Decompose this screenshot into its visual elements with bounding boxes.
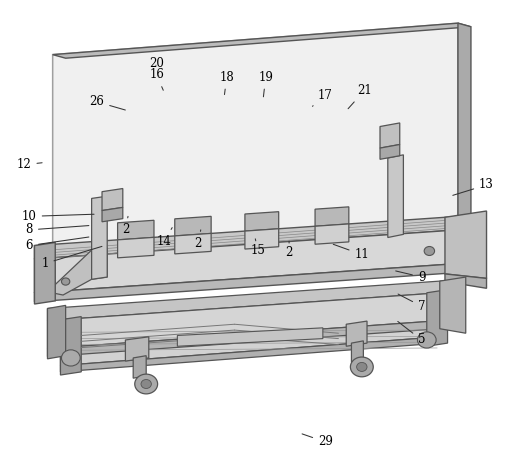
Text: 16: 16	[149, 69, 164, 90]
Text: 6: 6	[26, 237, 89, 252]
Polygon shape	[315, 207, 349, 226]
Text: 8: 8	[26, 223, 89, 236]
Polygon shape	[34, 230, 458, 293]
Polygon shape	[60, 337, 440, 372]
Text: 29: 29	[302, 434, 333, 448]
Polygon shape	[102, 207, 123, 222]
Circle shape	[351, 357, 373, 377]
Text: 10: 10	[22, 210, 94, 223]
Polygon shape	[118, 220, 154, 240]
Text: 19: 19	[258, 71, 273, 97]
Polygon shape	[47, 305, 66, 359]
Polygon shape	[346, 321, 367, 346]
Polygon shape	[175, 216, 211, 236]
Polygon shape	[34, 216, 458, 259]
Text: 1: 1	[41, 246, 102, 270]
Circle shape	[424, 247, 435, 255]
Polygon shape	[60, 292, 440, 332]
Text: 2: 2	[122, 216, 129, 236]
Polygon shape	[440, 277, 466, 333]
Circle shape	[135, 374, 158, 394]
Polygon shape	[126, 337, 149, 361]
Text: 20: 20	[149, 57, 164, 77]
Text: 9: 9	[396, 271, 425, 284]
Polygon shape	[102, 189, 123, 211]
Polygon shape	[92, 196, 107, 279]
Polygon shape	[47, 320, 453, 357]
Polygon shape	[388, 155, 403, 238]
Polygon shape	[445, 274, 487, 288]
Text: 11: 11	[333, 244, 369, 261]
Text: 21: 21	[348, 84, 372, 109]
Text: 26: 26	[90, 95, 126, 110]
Polygon shape	[352, 341, 363, 363]
Polygon shape	[47, 248, 107, 295]
Polygon shape	[380, 144, 400, 159]
Polygon shape	[380, 123, 400, 148]
Circle shape	[61, 350, 80, 366]
Polygon shape	[34, 263, 458, 302]
Polygon shape	[47, 280, 453, 321]
Text: 18: 18	[219, 71, 234, 95]
Polygon shape	[60, 304, 440, 366]
Text: 12: 12	[17, 158, 42, 171]
Circle shape	[417, 332, 436, 348]
Polygon shape	[458, 23, 471, 238]
Polygon shape	[53, 23, 471, 58]
Circle shape	[357, 363, 367, 372]
Polygon shape	[118, 237, 154, 258]
Polygon shape	[445, 211, 487, 278]
Polygon shape	[34, 243, 55, 304]
Text: 5: 5	[398, 322, 425, 346]
Text: 2: 2	[194, 230, 202, 250]
Circle shape	[141, 379, 152, 388]
Polygon shape	[315, 224, 349, 244]
Polygon shape	[245, 212, 279, 231]
Polygon shape	[53, 23, 458, 257]
Text: 14: 14	[157, 228, 172, 248]
Polygon shape	[245, 229, 279, 249]
Text: 15: 15	[251, 239, 265, 257]
Polygon shape	[427, 290, 448, 346]
Polygon shape	[60, 317, 81, 375]
Polygon shape	[177, 328, 323, 346]
Polygon shape	[133, 356, 146, 378]
Text: 7: 7	[398, 294, 425, 313]
Text: 17: 17	[313, 88, 333, 106]
Circle shape	[61, 278, 70, 285]
Text: 13: 13	[453, 179, 494, 195]
Text: 2: 2	[286, 241, 293, 259]
Polygon shape	[175, 234, 211, 254]
Polygon shape	[47, 292, 453, 349]
